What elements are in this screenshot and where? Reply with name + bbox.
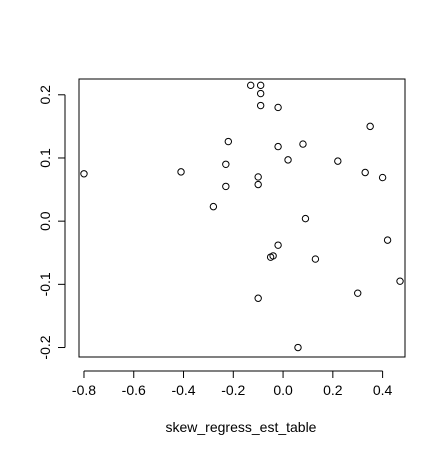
data-point [378,173,387,182]
data-point [274,241,282,249]
data-point [274,103,282,112]
data-points [80,81,404,352]
data-point [334,157,342,165]
y-tick-label: 0.2 [37,85,53,105]
data-point [224,137,233,146]
data-point [354,289,362,297]
y-tick-label: 0.1 [37,148,53,168]
data-point [366,122,374,131]
x-tick-label: -0.4 [171,382,195,398]
data-point [222,182,230,191]
data-point [254,294,262,302]
data-point [177,168,185,176]
x-tick-label: 0.0 [273,382,293,398]
data-point [80,170,88,178]
y-tick-label: 0.0 [37,211,53,231]
data-point [256,81,265,90]
data-point [299,140,307,148]
x-tick-label: 0.2 [323,382,343,398]
data-point [383,236,392,244]
x-tick-label: 0.4 [373,382,393,398]
x-tick-label: -0.8 [72,382,96,398]
y-tick-label: -0.2 [37,335,53,359]
data-point [301,214,310,223]
data-point [396,277,404,285]
data-point [361,168,369,177]
data-point [256,101,265,110]
data-point [284,156,292,164]
plot-frame [78,78,406,358]
data-point [209,202,218,211]
y-axis: -0.2 -0.1 0.0 0.1 0.2 [37,85,66,360]
x-axis: -0.8 -0.6 -0.4 -0.2 0.0 0.2 0.4 [72,370,393,398]
x-tick-label: -0.6 [122,382,146,398]
data-point [247,81,255,90]
data-point [222,160,230,168]
data-point [254,180,262,189]
data-point [266,253,275,261]
y-tick-label: -0.1 [37,272,53,296]
data-point [311,255,320,263]
data-point [294,343,302,352]
data-point [274,142,282,151]
x-axis-title: skew_regress_est_table [166,419,317,435]
x-tick-label: -0.2 [221,382,245,398]
data-point [256,89,265,98]
data-point [254,173,262,181]
